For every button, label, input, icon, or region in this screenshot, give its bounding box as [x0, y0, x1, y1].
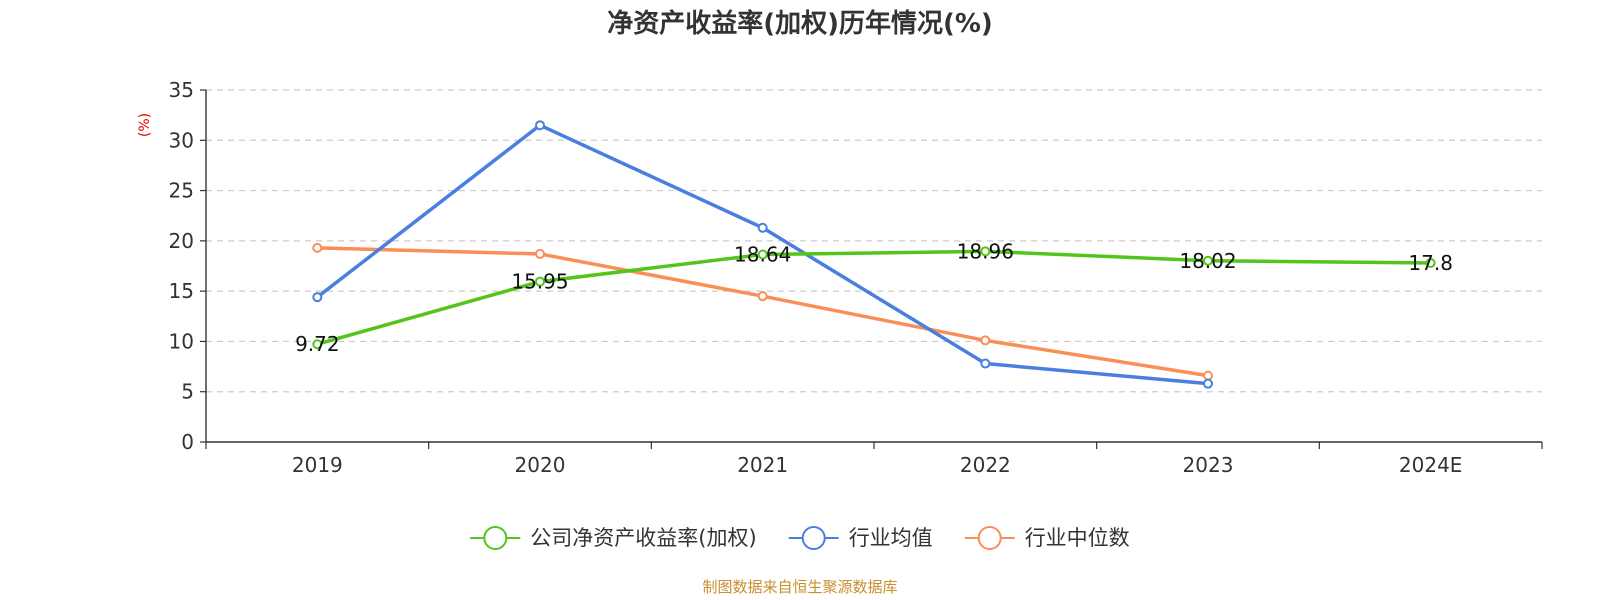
- y-tick-label: 15: [169, 279, 194, 303]
- data-point[interactable]: [1203, 255, 1213, 266]
- data-label: 9.72: [295, 332, 340, 356]
- x-tick-label: 2022: [960, 453, 1011, 477]
- data-point[interactable]: [757, 291, 768, 302]
- y-tick-label: 20: [169, 229, 194, 253]
- legend-label: 行业中位数: [1025, 526, 1130, 550]
- data-point[interactable]: [535, 248, 545, 259]
- y-tick-label: 5: [181, 380, 194, 404]
- data-point[interactable]: [980, 335, 991, 346]
- data-label: 18.02: [1179, 249, 1236, 273]
- legend-label: 行业均值: [849, 526, 933, 550]
- y-tick-label: 30: [169, 128, 194, 152]
- y-tick-label: 25: [169, 179, 194, 203]
- y-tick-label: 10: [169, 329, 194, 353]
- series-0: [312, 246, 1436, 350]
- x-tick-label: 2023: [1183, 453, 1234, 477]
- legend-marker-icon[interactable]: [977, 526, 1002, 550]
- data-point[interactable]: [757, 222, 768, 233]
- source-note: 制图数据来自恒生聚源数据库: [702, 578, 897, 596]
- legend-marker-icon[interactable]: [801, 526, 826, 550]
- data-point[interactable]: [1203, 378, 1213, 389]
- axes: 0 5 10 15 20 25 30 35 2019 2020 2021 2022 2023 2024E: [169, 78, 1543, 477]
- data-point[interactable]: [535, 120, 545, 131]
- chart-title: 净资产收益率(加权)历年情况(%): [607, 8, 993, 39]
- y-axis-label: (%): [137, 113, 153, 137]
- x-tick-label: 2024E: [1399, 453, 1463, 477]
- series-line: [317, 246, 1209, 378]
- x-tick-label: 2019: [292, 453, 343, 477]
- data-label: 15.95: [511, 270, 568, 294]
- data-point[interactable]: [312, 242, 323, 253]
- y-tick-label: 0: [181, 430, 194, 454]
- series-line: [316, 249, 1431, 346]
- legend-marker-icon[interactable]: [483, 526, 508, 550]
- data-label: 17.8: [1408, 251, 1453, 275]
- data-point[interactable]: [980, 358, 991, 369]
- series-2: [312, 242, 1213, 381]
- data-point[interactable]: [1203, 370, 1213, 381]
- data-point[interactable]: [535, 276, 545, 287]
- data-point[interactable]: [980, 246, 991, 257]
- gridlines: [206, 89, 1542, 393]
- y-tick-label: 35: [169, 78, 194, 102]
- series-group: 9.72 15.95 18.64 18.96 18.02 17.8: [295, 120, 1453, 389]
- series-1: [312, 120, 1213, 389]
- data-label: 18.96: [957, 239, 1014, 263]
- data-label: 18.64: [734, 243, 791, 267]
- data-point[interactable]: [757, 249, 768, 260]
- data-point[interactable]: [312, 292, 323, 303]
- x-tick-label: 2020: [515, 453, 566, 477]
- legend-label: 公司净资产收益率(加权): [530, 526, 756, 550]
- legend[interactable]: 公司净资产收益率(加权) 行业均值 行业中位数: [470, 526, 1130, 550]
- data-point[interactable]: [312, 339, 323, 350]
- x-tick-label: 2021: [737, 453, 788, 477]
- data-point[interactable]: [1425, 257, 1436, 268]
